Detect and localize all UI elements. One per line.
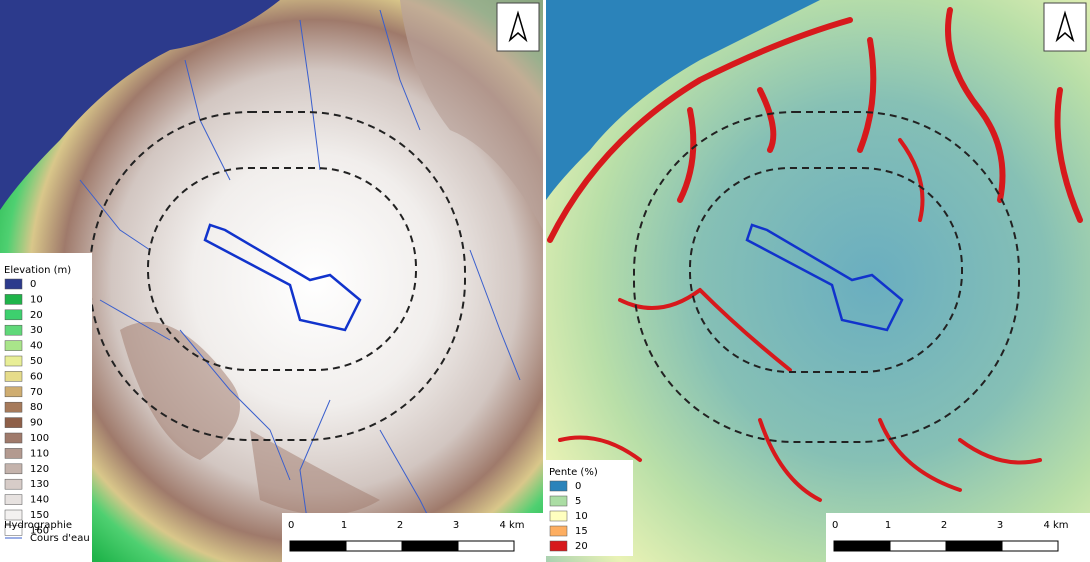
legend-label: 10 [575, 511, 588, 522]
legend-label: 50 [30, 356, 43, 367]
legend-title: Elevation (m) [4, 265, 71, 276]
legend-label: 120 [30, 464, 49, 475]
legend-swatch [4, 309, 23, 321]
sea [546, 0, 820, 200]
legend-swatch [4, 355, 23, 367]
scale-segment [833, 540, 891, 552]
legend-label: 130 [30, 479, 49, 490]
scale-segment [1001, 540, 1059, 552]
legend-swatch [4, 525, 23, 536]
scale-box [826, 513, 1090, 562]
north-arrow-box [496, 2, 540, 52]
legend-swatch [4, 294, 23, 305]
scale-segment [345, 540, 403, 552]
scale-segment [401, 540, 459, 552]
legend-swatch [4, 371, 23, 382]
legend-label: 20 [30, 310, 43, 321]
legend-swatch [4, 478, 23, 490]
scale-label: 4 km [499, 520, 524, 531]
legend-swatch [549, 525, 568, 537]
legend-label: 90 [30, 418, 43, 429]
legend-label: 10 [30, 294, 43, 305]
legend-label: 5 [575, 496, 581, 507]
valleys [120, 321, 380, 515]
legend-label: 0 [575, 481, 581, 492]
scale-segment [289, 540, 347, 552]
legend-title: Hydrographie [4, 520, 72, 531]
airport-outline [203, 223, 362, 332]
legend-box [545, 460, 633, 556]
scale-label: 1 [341, 520, 347, 531]
scale-label: 1 [885, 520, 891, 531]
legend-label: 150 [30, 510, 49, 521]
scale-box [282, 513, 543, 562]
legend-label: 70 [30, 387, 43, 398]
legend-swatch [549, 495, 568, 507]
scale-label: 0 [288, 520, 294, 531]
scale-label: 3 [997, 520, 1003, 531]
legend-label: 160 [30, 525, 49, 536]
legend-label: 140 [30, 495, 49, 506]
airport-outline [745, 223, 904, 332]
scale-label: 0 [832, 520, 838, 531]
legend-label: 60 [30, 371, 43, 382]
legend-swatch [4, 278, 23, 290]
scale-label: 2 [397, 520, 403, 531]
scale-label: 2 [941, 520, 947, 531]
legend-swatch [4, 463, 23, 475]
buffer-inner [689, 167, 963, 373]
legend-swatch [4, 324, 23, 336]
legend-label: 80 [30, 402, 43, 413]
legend-label: 15 [575, 526, 588, 537]
legend-swatch [4, 494, 23, 505]
legend-swatch [4, 417, 23, 428]
north-arrow-box [1043, 2, 1087, 52]
scale-segment [457, 540, 515, 552]
legend-label: Cours d'eau [30, 533, 90, 544]
legend-label: 100 [30, 433, 49, 444]
legend-label: 20 [575, 541, 588, 552]
scale-segment [889, 540, 947, 552]
legend-swatch [4, 401, 23, 413]
buffer-outer [89, 111, 466, 441]
legend-swatch [549, 480, 568, 492]
legend-title: Pente (%) [549, 467, 598, 478]
legend-label: 40 [30, 341, 43, 352]
legend-swatch [549, 510, 568, 522]
legend-swatch [4, 509, 23, 521]
scale-label: 3 [453, 520, 459, 531]
north-arrow [1055, 10, 1075, 43]
sea [0, 0, 280, 210]
legend-label: 30 [30, 325, 43, 336]
legend-swatch [549, 540, 568, 552]
legend-label: 0 [30, 279, 36, 290]
north-arrow [508, 10, 528, 43]
slope-map [545, 0, 1090, 562]
legend-label: 110 [30, 448, 49, 459]
steep-slopes [547, 7, 1083, 502]
elevation-map [0, 0, 543, 562]
legend-swatch [4, 340, 23, 351]
legend-swatch [4, 432, 23, 444]
legend-swatch [4, 386, 23, 398]
legend-swatch [4, 448, 23, 459]
scale-label: 4 km [1043, 520, 1068, 531]
scale-segment [945, 540, 1003, 552]
plateau [400, 0, 543, 230]
